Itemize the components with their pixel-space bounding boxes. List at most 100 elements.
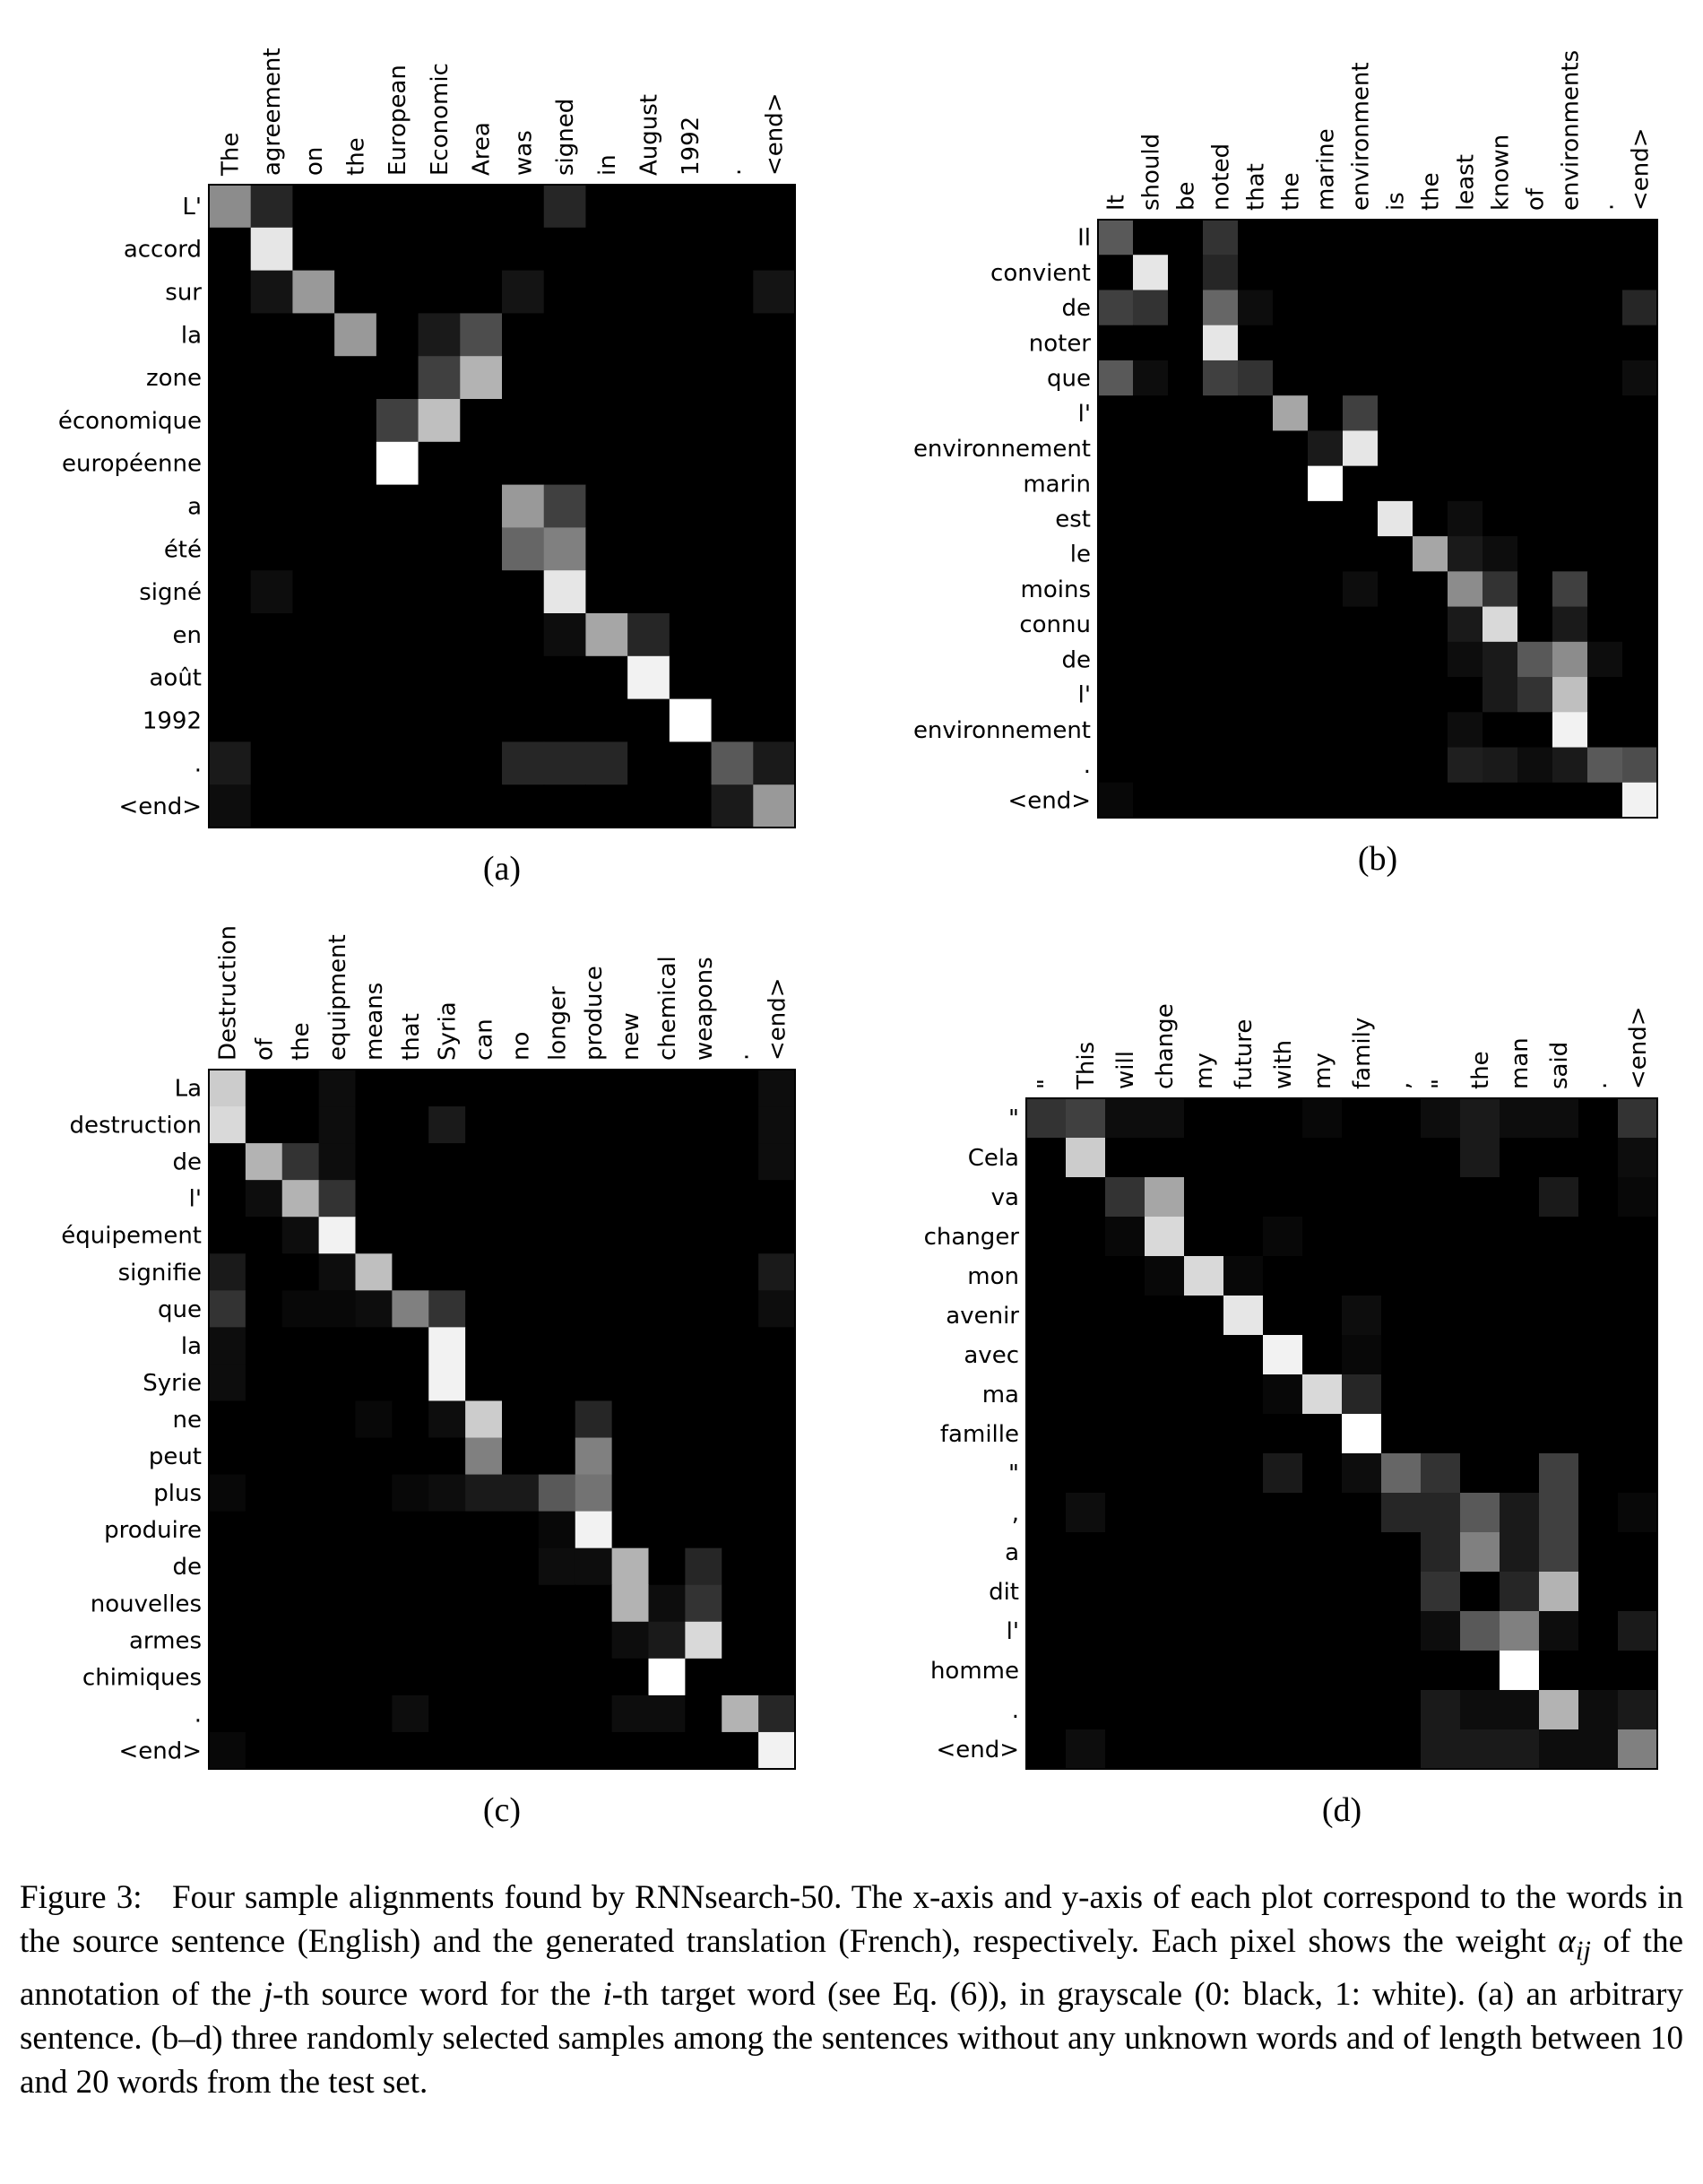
heatmap-cell [1273, 641, 1309, 678]
heatmap-cell [318, 1547, 356, 1586]
heatmap-cell [722, 1180, 759, 1218]
heatmap-cell [1413, 395, 1448, 431]
heatmap-cell [1133, 536, 1169, 572]
heatmap-cell [465, 1437, 503, 1476]
heatmap-cell [502, 270, 545, 314]
heatmap-cell [669, 185, 713, 229]
heatmap-cell [376, 313, 419, 357]
heatmap-cell [722, 1658, 759, 1696]
heatmap-cell [1539, 1493, 1579, 1533]
heatmap-cell [460, 698, 503, 742]
heatmap-cell [1413, 290, 1448, 326]
heatmap-cell [1238, 325, 1274, 361]
heatmap-cell [1308, 220, 1344, 256]
heatmap-cell [722, 1731, 759, 1770]
heatmap-cell [1302, 1532, 1343, 1573]
heatmap-cell [611, 1474, 649, 1512]
heatmap-cell [1460, 1611, 1500, 1651]
heatmap-cell [1500, 1098, 1540, 1139]
heatmap-cell [318, 1474, 356, 1512]
heatmap-cell [250, 570, 293, 614]
heatmap-cell [685, 1217, 722, 1254]
heatmap-cell [318, 1253, 356, 1291]
heatmap-cell [281, 1694, 320, 1733]
heatmap-cell [392, 1511, 429, 1549]
heatmap-cell [1448, 220, 1483, 256]
heatmap-cell [428, 1327, 466, 1365]
heatmap-cell [1263, 1453, 1303, 1494]
heatmap-cell [1026, 1177, 1067, 1218]
panel-label: (a) [483, 850, 521, 888]
heatmap-cell [1413, 571, 1448, 608]
heatmap-cell [722, 1474, 759, 1512]
heatmap-cell [543, 484, 586, 528]
heatmap-cell [502, 1584, 540, 1623]
heatmap-cell [1098, 500, 1134, 537]
heatmap-cell [502, 1143, 540, 1181]
heatmap-cell [758, 1070, 796, 1107]
heatmap-cell [1517, 500, 1553, 537]
heatmap-cell [722, 1106, 759, 1144]
heatmap-cell [1622, 290, 1658, 326]
heatmap-cell [611, 1217, 649, 1254]
heatmap-cell [1622, 712, 1658, 749]
heatmap-cell [1622, 747, 1658, 784]
heatmap-cell [538, 1694, 576, 1733]
heatmap-cell [669, 655, 713, 700]
heatmap-cell [669, 270, 713, 314]
heatmap-cell [648, 1621, 686, 1660]
heatmap-cell [502, 227, 545, 272]
heatmap-cell [1238, 641, 1274, 678]
heatmap-cell [648, 1180, 686, 1218]
heatmap-cell [376, 227, 419, 272]
heatmap-cell [318, 1658, 356, 1696]
heatmap-cell [627, 185, 670, 229]
heatmap-cell [292, 570, 335, 614]
heatmap-cell [1500, 1651, 1540, 1691]
heatmap-cell [627, 784, 670, 828]
heatmap-cell [460, 570, 503, 614]
heatmap-cell [1421, 1414, 1461, 1454]
heatmap-cell [1098, 430, 1134, 467]
heatmap-cell [1302, 1138, 1343, 1178]
heatmap-cell [1539, 1335, 1579, 1375]
heatmap-cell [648, 1364, 686, 1401]
heatmap-cell [1203, 220, 1239, 256]
heatmap-cell [1378, 641, 1413, 678]
heatmap-cell [1448, 500, 1483, 537]
heatmap-cell [1517, 360, 1553, 396]
heatmap-cell [1517, 325, 1553, 361]
heatmap-cell [209, 527, 252, 571]
heatmap-cell [711, 270, 754, 314]
heatmap-cell [669, 313, 713, 357]
heatmap-cell [1066, 1611, 1106, 1651]
heatmap-cell [1263, 1690, 1303, 1730]
heatmap-cell [281, 1106, 320, 1144]
heatmap-cell [428, 1621, 466, 1660]
heatmap-cell [245, 1400, 283, 1439]
heatmap-cell [648, 1070, 686, 1107]
heatmap-cell [1066, 1651, 1106, 1691]
heatmap-cell [1460, 1493, 1500, 1533]
heatmap-cell [1026, 1138, 1067, 1178]
heatmap-cell [502, 1437, 540, 1476]
heatmap-cell [376, 270, 419, 314]
heatmap-cell [758, 1290, 796, 1328]
heatmap-cell [1517, 465, 1553, 502]
heatmap-cell [1483, 395, 1518, 431]
y-tick-label: connu [1019, 611, 1091, 638]
heatmap-cell [245, 1547, 283, 1586]
heatmap-cell [1273, 430, 1309, 467]
heatmap-cell [318, 1106, 356, 1144]
heatmap-cell [1145, 1572, 1185, 1612]
heatmap-cell [1483, 747, 1518, 784]
heatmap-cell [1066, 1414, 1106, 1454]
heatmap-cell [465, 1327, 503, 1365]
heatmap-cell [281, 1290, 320, 1328]
y-tick-label: dit [989, 1579, 1019, 1606]
heatmap-cell [292, 227, 335, 272]
heatmap-cell [1098, 360, 1134, 396]
heatmap-cell [376, 698, 419, 742]
heatmap-cell [685, 1070, 722, 1107]
heatmap-cell [1483, 430, 1518, 467]
